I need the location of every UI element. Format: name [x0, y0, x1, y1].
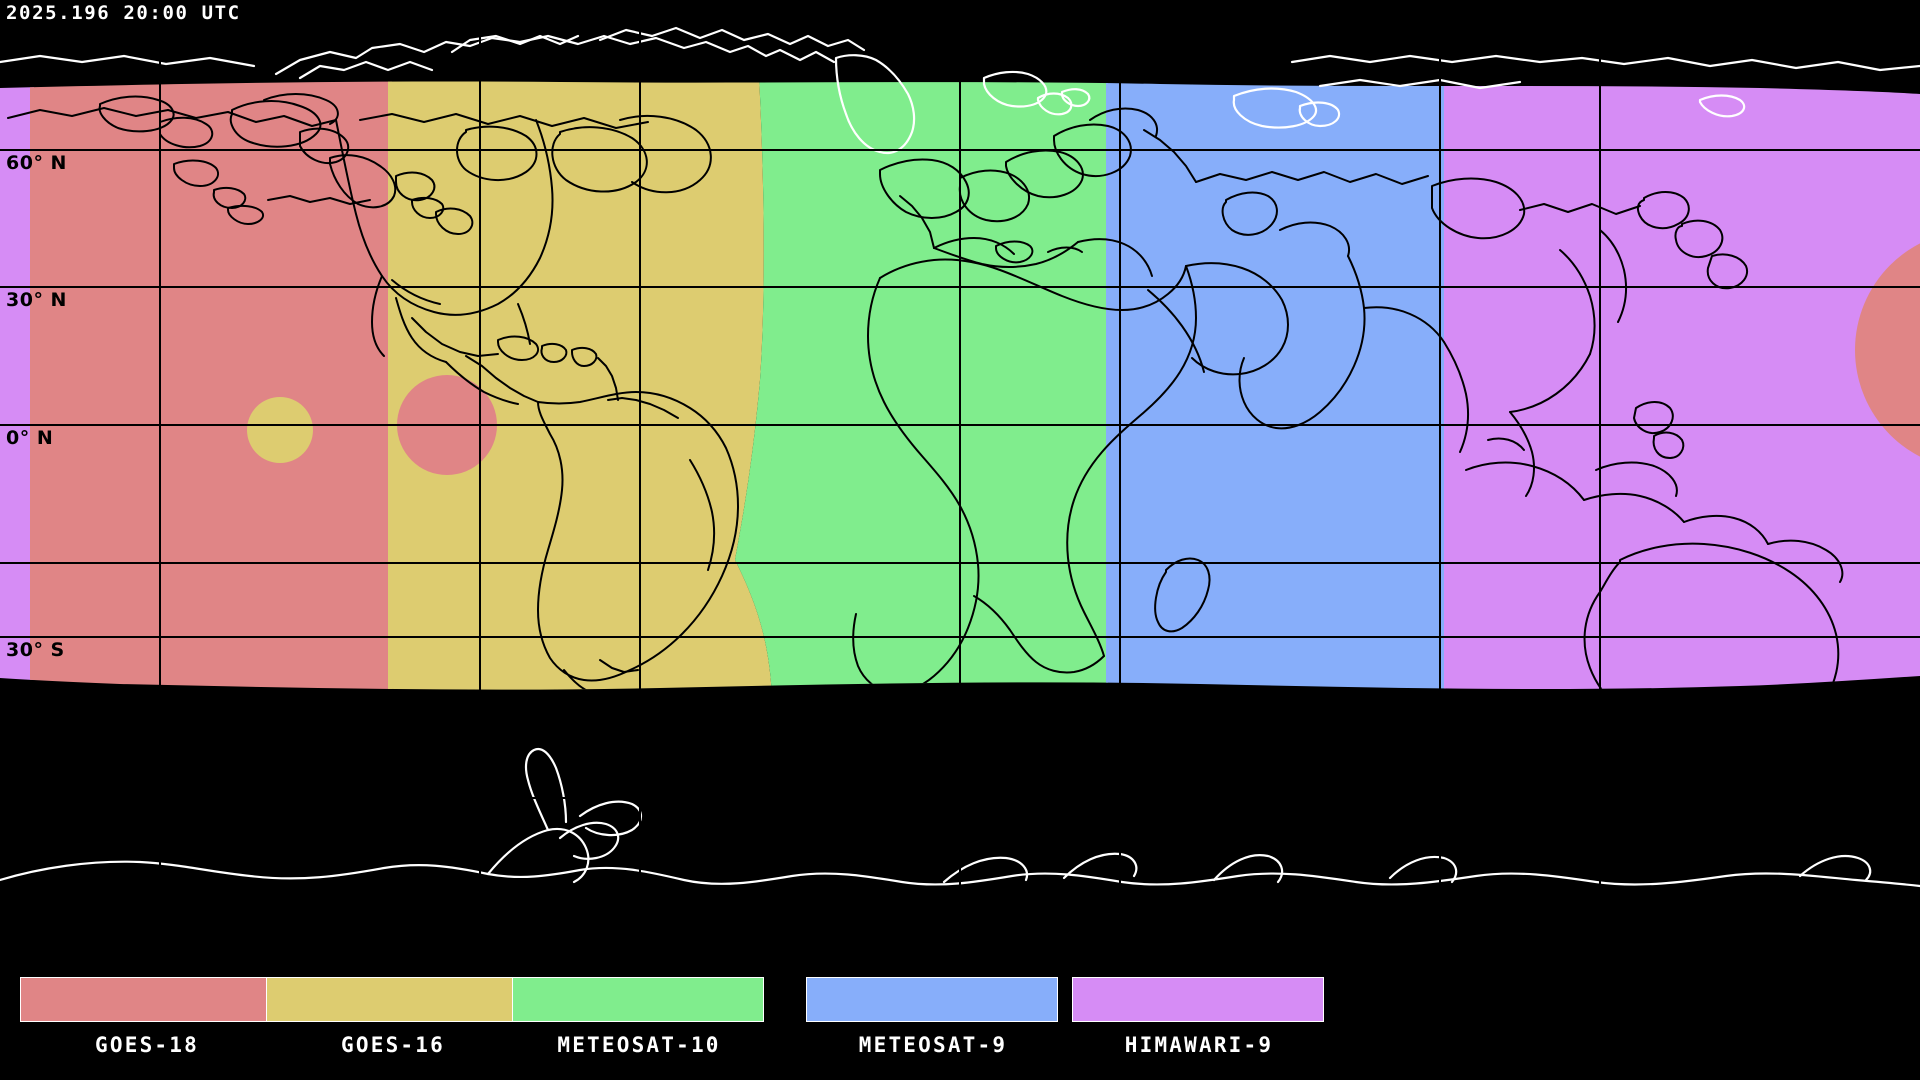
legend-swatch-goes18 [20, 977, 272, 1022]
coverage-band-himawari9 [1444, 81, 1920, 690]
legend-item-goes18[interactable]: GOES-18 [20, 977, 274, 1057]
world-map-panel: 2025.196 20:00 UTC 60° N 30° N 0° N 30° … [0, 0, 1920, 960]
coverage-band-goes16 [388, 81, 772, 690]
legend-swatch-himawari9 [1072, 977, 1324, 1022]
lat-label-60s: 60° S [6, 800, 65, 822]
coverage-band-meteosat9 [1106, 81, 1446, 690]
coverage-band-himawari9-wrap-west [0, 81, 34, 690]
satellite-legend: GOES-18 GOES-16 METEOSAT-10 METEOSAT-9 H… [0, 960, 1920, 1080]
legend-swatch-meteosat10 [512, 977, 764, 1022]
legend-label-goes18: GOES-18 [95, 1033, 199, 1057]
legend-item-meteosat10[interactable]: METEOSAT-10 [512, 977, 766, 1057]
blob-goes18-east-wrap [1855, 230, 1920, 470]
lat-label-30n: 30° N [6, 289, 67, 311]
legend-swatch-goes16 [266, 977, 518, 1022]
lat-label-60n: 60° N [6, 152, 67, 174]
legend-label-meteosat9: METEOSAT-9 [858, 1033, 1008, 1057]
coverage-band-meteosat10 [735, 81, 1108, 690]
legend-label-meteosat10: METEOSAT-10 [557, 1033, 721, 1057]
legend-label-himawari9: HIMAWARI-9 [1124, 1033, 1274, 1057]
legend-item-meteosat9[interactable]: METEOSAT-9 [806, 977, 1060, 1057]
timestamp-label: 2025.196 20:00 UTC [6, 2, 241, 24]
lat-label-0n: 0° N [6, 427, 54, 449]
world-map-svg [0, 0, 1920, 960]
lat-label-30s: 30° S [6, 639, 65, 661]
legend-swatch-meteosat9 [806, 977, 1058, 1022]
legend-item-goes16[interactable]: GOES-16 [266, 977, 520, 1057]
blob-goes16-patch [247, 397, 313, 463]
legend-item-himawari9[interactable]: HIMAWARI-9 [1072, 977, 1326, 1057]
coastlines-outside-coverage [0, 26, 1920, 888]
legend-label-goes16: GOES-16 [341, 1033, 445, 1057]
graticule-lines-group [0, 0, 1920, 960]
coverage-bands-group [0, 81, 1920, 690]
